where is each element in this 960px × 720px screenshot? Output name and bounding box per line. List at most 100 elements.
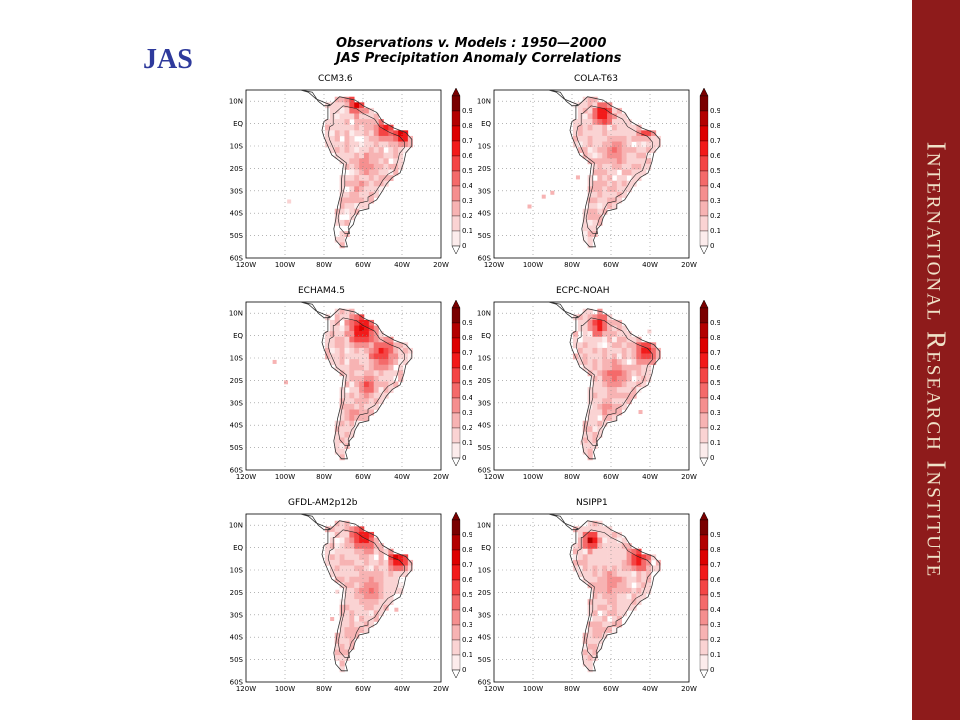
- correlation-cell: [626, 163, 632, 170]
- correlation-cell: [344, 409, 350, 416]
- correlation-cell: [363, 107, 370, 114]
- correlation-cell: [394, 607, 399, 612]
- correlation-cell: [354, 158, 360, 165]
- correlation-cell: [636, 370, 642, 377]
- correlation-cell: [378, 587, 384, 594]
- colorbar-label: 0.3: [462, 409, 472, 417]
- correlation-cell: [577, 141, 584, 148]
- correlation-cell: [602, 392, 608, 399]
- correlation-cell: [359, 191, 365, 198]
- correlation-cell: [383, 387, 389, 394]
- correlation-cell: [368, 582, 375, 589]
- correlation-cell: [626, 353, 632, 360]
- correlation-cell: [592, 225, 598, 232]
- correlation-cell: [641, 342, 647, 349]
- correlation-cell: [378, 554, 384, 561]
- lon-label: 80W: [316, 685, 332, 693]
- correlation-cell: [582, 426, 588, 433]
- correlation-cell: [641, 576, 647, 583]
- correlation-cell: [329, 559, 336, 566]
- correlation-cell: [334, 655, 340, 662]
- panel-title: GFDL-AM2p12b: [288, 498, 358, 508]
- correlation-cell: [631, 381, 637, 388]
- correlation-cell: [363, 325, 370, 332]
- correlation-cell: [616, 599, 623, 606]
- correlation-cell: [329, 147, 336, 154]
- correlation-cell: [607, 375, 613, 382]
- correlation-cell: [398, 347, 404, 354]
- correlation-cell: [587, 325, 593, 332]
- colorbar-swatch: [451, 200, 461, 217]
- correlation-cell: [344, 203, 350, 210]
- correlation-cell: [363, 158, 370, 165]
- correlation-cell: [349, 431, 355, 438]
- correlation-cell: [363, 124, 370, 131]
- correlation-cell: [359, 119, 365, 126]
- correlation-cell: [344, 180, 350, 187]
- correlation-cell: [572, 559, 579, 566]
- correlation-cell: [363, 398, 370, 405]
- correlation-cell: [597, 627, 603, 634]
- correlation-cell: [344, 342, 350, 349]
- correlation-cell: [354, 392, 360, 399]
- correlation-cell: [607, 621, 613, 628]
- correlation-cell: [607, 141, 613, 148]
- correlation-cell: [597, 169, 603, 176]
- correlation-cell: [368, 370, 375, 377]
- correlation-cell: [607, 398, 613, 405]
- correlation-cell: [344, 649, 350, 656]
- correlation-cell: [641, 152, 647, 159]
- correlation-cell: [611, 135, 618, 142]
- correlation-cell: [626, 554, 632, 561]
- correlation-cell: [349, 347, 355, 354]
- correlation-cell: [383, 359, 389, 366]
- correlation-cell: [607, 203, 613, 210]
- coastline: [300, 89, 331, 107]
- correlation-cell: [344, 119, 350, 126]
- colorbar-label: 0.8: [462, 122, 472, 130]
- correlation-cell: [329, 342, 336, 349]
- correlation-cell: [592, 587, 598, 594]
- correlation-cell: [339, 403, 345, 410]
- correlation-cell: [611, 415, 618, 422]
- correlation-cell: [616, 554, 623, 561]
- correlation-cell: [611, 392, 618, 399]
- correlation-cell: [616, 364, 623, 371]
- correlation-cell: [393, 158, 399, 165]
- lat-label: 10N: [477, 98, 491, 106]
- colorbar-swatch: [451, 307, 461, 324]
- correlation-cell: [363, 615, 370, 622]
- correlation-cell: [398, 559, 404, 566]
- correlation-cell: [607, 191, 613, 198]
- correlation-cell: [363, 186, 370, 193]
- correlation-cell: [587, 604, 593, 611]
- correlation-cell: [646, 559, 652, 566]
- correlation-cell: [354, 554, 360, 561]
- correlation-cell: [607, 186, 613, 193]
- correlation-cell: [407, 353, 414, 360]
- colorbar-swatch: [699, 367, 709, 384]
- map-panel-echam45: 10N EQ 10S 20S 30S 40S 50S 60S 120W 100W 80W 60W 40W…: [222, 286, 472, 490]
- correlation-cell: [582, 135, 588, 142]
- correlation-cell: [611, 186, 618, 193]
- lon-label: 60W: [603, 473, 619, 481]
- correlation-cell: [577, 102, 584, 109]
- correlation-cell: [592, 431, 598, 438]
- correlation-cell: [592, 342, 598, 349]
- correlation-cell: [631, 364, 637, 371]
- correlation-cell: [373, 370, 379, 377]
- correlation-cell: [349, 175, 355, 182]
- correlation-cell: [641, 571, 647, 578]
- correlation-cell: [359, 175, 365, 182]
- correlation-cell: [650, 130, 657, 137]
- correlation-cell: [334, 638, 340, 645]
- correlation-cell: [655, 559, 662, 566]
- correlation-cell: [611, 342, 618, 349]
- correlation-cell: [616, 403, 623, 410]
- colorbar-label: 0: [710, 242, 714, 250]
- correlation-cell: [587, 353, 593, 360]
- correlation-cell: [602, 415, 608, 422]
- correlation-cell: [344, 604, 350, 611]
- correlation-cell: [611, 571, 618, 578]
- correlation-cell: [349, 336, 355, 343]
